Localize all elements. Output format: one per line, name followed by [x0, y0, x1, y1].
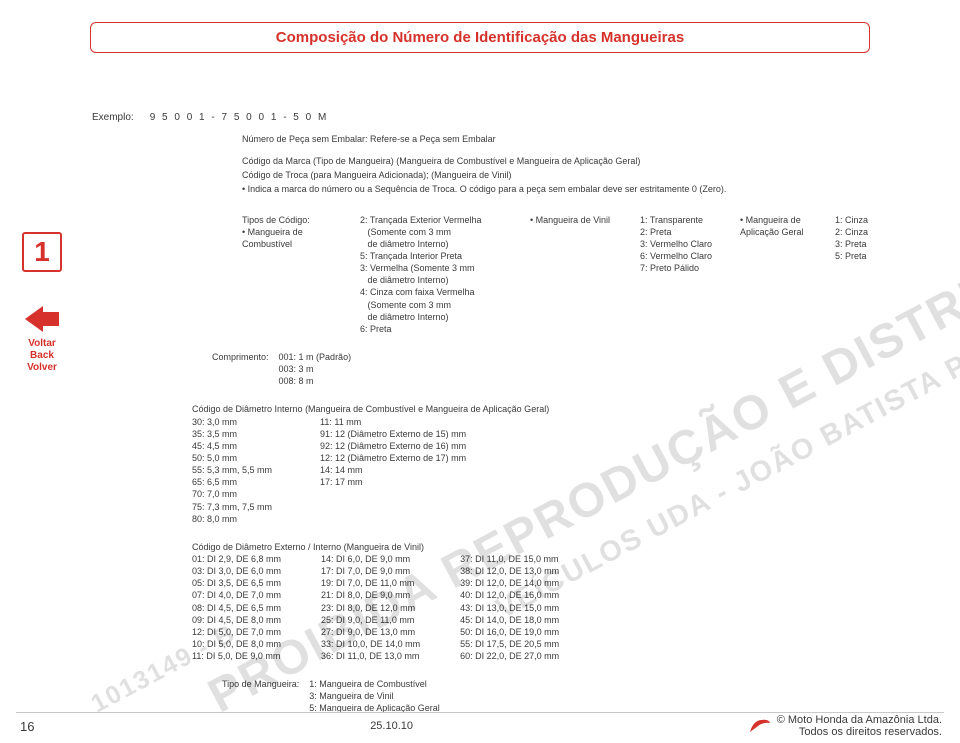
diam-ext-block: Código de Diâmetro Externo / Interno (Ma…	[192, 541, 920, 662]
footer-brand: © Moto Honda da Amazônia Ltda. Todos os …	[749, 714, 942, 738]
diam-int-col2: 11: 11 mm 91: 12 (Diâmetro Externo de 15…	[320, 416, 466, 525]
tipo-mang-body: 1: Mangueira de Combustível 3: Mangueira…	[309, 678, 440, 714]
col3-body: 1: Cinza 2: Cinza 3: Preta 5: Preta	[835, 214, 877, 263]
back-arrow-icon[interactable]	[25, 306, 59, 332]
diam-ext-col1: 01: DI 2,9, DE 6,8 mm 03: DI 3,0, DE 6,0…	[192, 553, 281, 662]
comprimento-label: Comprimento:	[212, 351, 269, 387]
example-code: 9 5 0 0 1 - 7 5 0 0 1 - 5 0 M	[150, 112, 329, 123]
section-number-badge: 1	[22, 232, 62, 272]
left-nav: 1 Voltar Back Volver	[14, 232, 70, 374]
col2-body: 1: Transparente 2: Preta 3: Vermelho Cla…	[640, 214, 722, 275]
honda-wing-icon	[749, 718, 771, 734]
brand-line1: © Moto Honda da Amazônia Ltda.	[777, 714, 942, 726]
tipo-mang-block: Tipo de Mangueira: 1: Mangueira de Combu…	[222, 678, 920, 714]
page-footer: 16 25.10.10 © Moto Honda da Amazônia Ltd…	[0, 715, 960, 743]
tipo-mang-label: Tipo de Mangueira:	[222, 678, 299, 714]
diam-int-col1: 30: 3,0 mm 35: 3,5 mm 45: 4,5 mm 50: 5,0…	[192, 416, 272, 525]
diam-int-title: Código de Diâmetro Interno (Mangueira de…	[192, 403, 920, 415]
col1-head: Mangueira de Combustível	[242, 226, 342, 250]
diam-ext-title: Código de Diâmetro Externo / Interno (Ma…	[192, 541, 920, 553]
desc-line-2: Código da Marca (Tipo de Mangueira) (Man…	[242, 155, 920, 167]
code-types-row: Tipos de Código: Mangueira de Combustíve…	[242, 214, 920, 335]
desc-line-1: Número de Peça sem Embalar: Refere-se a …	[242, 133, 920, 145]
description-block: Número de Peça sem Embalar: Refere-se a …	[242, 133, 920, 196]
diam-ext-col2: 14: DI 6,0, DE 9,0 mm 17: DI 7,0, DE 9,0…	[321, 553, 420, 662]
comprimento-body: 001: 1 m (Padrão) 003: 3 m 008: 8 m	[279, 351, 352, 387]
main-content: Exemplo: 9 5 0 0 1 - 7 5 0 0 1 - 5 0 M N…	[92, 112, 920, 715]
back-labels[interactable]: Voltar Back Volver	[14, 338, 70, 374]
example-label: Exemplo:	[92, 112, 134, 123]
page-title: Composição do Número de Identificação da…	[91, 29, 869, 46]
diam-int-block: Código de Diâmetro Interno (Mangueira de…	[192, 403, 920, 524]
col3-head: Mangueira de Aplicação Geral	[740, 214, 817, 238]
col1-body: 2: Trançada Exterior Vermelha (Somente c…	[360, 214, 512, 335]
title-frame: Composição do Número de Identificação da…	[90, 22, 870, 53]
desc-line-4: Indica a marca do número ou a Sequência …	[242, 183, 920, 195]
footer-date: 25.10.10	[370, 720, 413, 732]
types-heading: Tipos de Código:	[242, 214, 342, 226]
example-row: Exemplo: 9 5 0 0 1 - 7 5 0 0 1 - 5 0 M	[92, 112, 920, 123]
brand-line2: Todos os direitos reservados.	[777, 726, 942, 738]
col2-head: Mangueira de Vinil	[530, 214, 622, 226]
desc-line-3: Código de Troca (para Mangueira Adiciona…	[242, 169, 920, 181]
diam-ext-col3: 37: DI 11,0, DE 15,0 mm 38: DI 12,0, DE …	[460, 553, 559, 662]
footer-divider	[16, 712, 944, 713]
comprimento-block: Comprimento: 001: 1 m (Padrão) 003: 3 m …	[212, 351, 920, 387]
